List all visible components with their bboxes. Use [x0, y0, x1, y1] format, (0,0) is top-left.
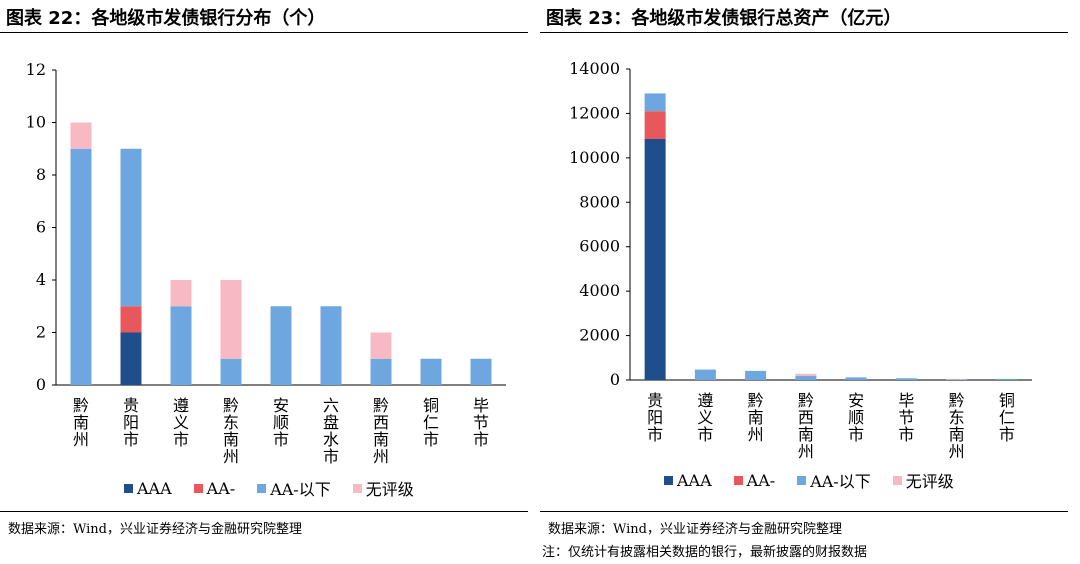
right-chart-legend: AAA AA- AA-以下 无评级	[664, 468, 954, 492]
right-title-rule	[540, 32, 1068, 33]
legend-swatch	[733, 475, 743, 485]
x-tick-label: 毕节市	[898, 391, 914, 444]
legend-swatch	[892, 475, 902, 485]
x-tick-label: 贵阳市	[647, 391, 663, 444]
legend-item: AAA	[124, 476, 172, 500]
y-tick-label: 8000	[579, 192, 620, 211]
y-tick-label: 8	[36, 165, 46, 184]
x-tick-label: 六盘水市	[323, 396, 339, 466]
bar-segment	[70, 148, 92, 385]
left-bottom-rule	[0, 511, 528, 512]
bar-segment	[795, 376, 817, 380]
bar-segment	[370, 332, 392, 359]
y-tick-label: 12	[26, 60, 46, 79]
x-tick-label: 黔西南州	[798, 391, 814, 461]
legend-item: AA-以下	[797, 468, 871, 492]
bar-segment	[946, 379, 968, 380]
right-chart-title: 图表 23：各地级市发债银行总资产（亿元）	[546, 8, 902, 29]
y-tick-label: 0	[610, 370, 620, 389]
legend-label: AA-以下	[810, 472, 871, 491]
legend-swatch	[193, 483, 203, 493]
right-source-note: 数据来源：Wind，兴业证券经济与金融研究院整理	[548, 522, 842, 537]
x-tick-label: 毕节市	[473, 396, 489, 449]
x-tick-label: 贵阳市	[123, 396, 139, 449]
bar-segment	[70, 122, 92, 149]
legend-swatch	[664, 475, 673, 485]
legend-label: AA-以下	[270, 480, 331, 499]
right-chart-panel: 图表 23：各地级市发债银行总资产（亿元） 0 2000 4000 6000 8000 1…	[540, 0, 1080, 564]
legend-item: AA-以下	[257, 476, 331, 500]
bar-segment	[644, 138, 666, 380]
x-tick-label: 黔南州	[73, 396, 89, 449]
legend-item: AA-	[193, 476, 236, 500]
x-tick-label: 遵义市	[697, 391, 713, 444]
bar-segment	[745, 370, 767, 380]
legend-swatch	[797, 475, 807, 485]
y-tick-label: 10000	[569, 148, 620, 167]
x-tick-label: 黔东南州	[223, 396, 239, 466]
y-tick-label: 10	[26, 113, 46, 132]
left-source-note: 数据来源：Wind，兴业证券经济与金融研究院整理	[8, 522, 302, 537]
y-tick-label: 0	[36, 375, 46, 394]
y-tick-label: 2	[36, 323, 46, 342]
legend-label: AAA	[677, 470, 712, 490]
bar-segment	[644, 93, 666, 112]
bar-segment	[420, 358, 442, 385]
bar-segment	[470, 358, 492, 385]
left-chart-title: 图表 22：各地级市发债银行分布（个）	[6, 8, 326, 29]
bar-segment	[120, 332, 142, 385]
bar-segment	[895, 378, 917, 380]
legend-label: 无评级	[365, 480, 414, 499]
right-footnote: 注：仅统计有披露相关数据的银行，最新披露的财报数据	[542, 545, 868, 560]
y-tick-label: 12000	[569, 103, 620, 122]
x-tick-label: 遵义市	[173, 396, 189, 449]
x-tick-label: 安顺市	[848, 391, 864, 444]
left-title-rule	[0, 32, 528, 33]
left-chart-legend: AAA AA- AA-以下 无评级	[124, 476, 414, 500]
y-tick-label: 4	[36, 270, 46, 289]
legend-label: AA-	[206, 478, 236, 498]
legend-item: 无评级	[892, 468, 954, 492]
y-tick-label: 4000	[579, 281, 620, 300]
left-bar-chart: 0 2 4 6 8 10 12 黔南州 贵阳市 遵义市 黔东南州 安顺市 六盘水市 黔西南州 铜仁市 毕节市	[26, 60, 506, 466]
y-tick-label: 2000	[579, 326, 620, 345]
bar-segment	[270, 306, 292, 385]
legend-label: 无评级	[905, 472, 954, 491]
bar-segment	[644, 111, 666, 139]
legend-item: 无评级	[352, 476, 414, 500]
bar-segment	[845, 377, 867, 380]
x-tick-label: 黔东南州	[949, 391, 965, 461]
bar-segment	[120, 306, 142, 333]
legend-item: AA-	[733, 468, 776, 492]
bar-segment	[320, 306, 342, 385]
legend-label: AA-	[746, 470, 776, 490]
bar-segment	[370, 358, 392, 385]
y-tick-label: 14000	[569, 59, 620, 78]
right-bottom-rule	[540, 511, 1068, 512]
bar-segment	[220, 280, 242, 359]
legend-swatch	[257, 483, 267, 493]
bar-segment	[996, 378, 1018, 380]
bar-segment	[170, 280, 192, 307]
legend-swatch	[352, 483, 362, 493]
right-bar-chart: 0 2000 4000 6000 8000 10000 12000 14000 贵阳市 遵义市 黔南…	[569, 59, 1032, 461]
y-tick-label: 6000	[579, 237, 620, 256]
x-tick-label: 黔西南州	[373, 396, 389, 466]
bar-segment	[795, 373, 817, 377]
y-tick-label: 6	[36, 218, 46, 237]
bar-segment	[170, 306, 192, 385]
x-tick-label: 铜仁市	[423, 396, 439, 449]
left-chart-panel: 图表 22：各地级市发债银行分布（个） 0 2 4 6 8 10 12 黔南州 贵阳市 遵义市 黔东…	[0, 8, 528, 537]
legend-label: AAA	[137, 478, 172, 498]
bar-segment	[220, 358, 242, 385]
bar-segment	[694, 369, 716, 380]
bar-segment	[120, 148, 142, 307]
x-tick-label: 铜仁市	[999, 391, 1015, 444]
x-tick-label: 安顺市	[273, 396, 289, 449]
legend-swatch	[124, 483, 133, 493]
x-tick-label: 黔南州	[748, 391, 764, 444]
legend-item: AAA	[664, 468, 712, 492]
